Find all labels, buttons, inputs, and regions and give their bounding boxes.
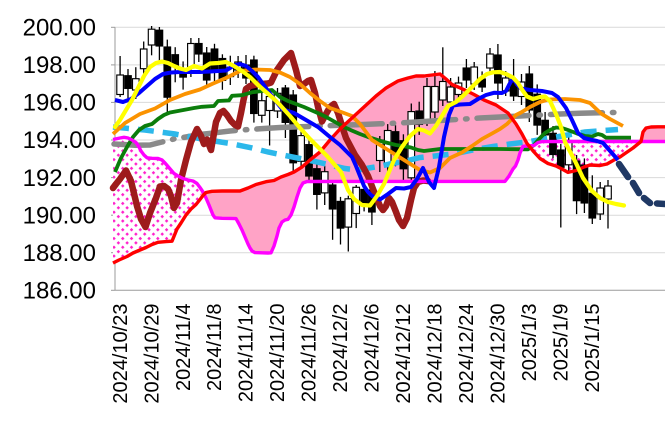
- svg-text:2024/11/4: 2024/11/4: [173, 304, 195, 392]
- svg-text:2024/12/24: 2024/12/24: [456, 304, 478, 404]
- svg-text:186.00: 186.00: [23, 278, 96, 305]
- svg-text:2025/1/9: 2025/1/9: [551, 304, 573, 382]
- svg-text:2024/11/14: 2024/11/14: [236, 304, 258, 403]
- svg-text:194.00: 194.00: [23, 127, 96, 154]
- svg-text:2025/1/3: 2025/1/3: [519, 304, 541, 382]
- svg-text:2025/1/15: 2025/1/15: [582, 304, 604, 393]
- svg-text:196.00: 196.00: [23, 90, 96, 117]
- svg-text:192.00: 192.00: [23, 165, 96, 192]
- svg-text:2024/11/8: 2024/11/8: [204, 304, 226, 392]
- svg-text:200.00: 200.00: [23, 15, 96, 42]
- svg-text:2024/12/30: 2024/12/30: [488, 304, 510, 404]
- svg-text:2024/10/29: 2024/10/29: [141, 304, 163, 404]
- svg-text:188.00: 188.00: [23, 240, 96, 267]
- svg-text:2024/12/18: 2024/12/18: [425, 304, 447, 404]
- svg-text:2024/10/23: 2024/10/23: [110, 304, 132, 404]
- svg-text:2024/12/2: 2024/12/2: [330, 304, 352, 393]
- svg-text:2024/11/26: 2024/11/26: [299, 304, 321, 403]
- svg-text:198.00: 198.00: [23, 52, 96, 79]
- svg-text:2024/11/20: 2024/11/20: [267, 304, 289, 403]
- svg-text:190.00: 190.00: [23, 202, 96, 229]
- svg-text:2024/12/12: 2024/12/12: [393, 304, 415, 404]
- svg-text:2024/12/6: 2024/12/6: [362, 304, 384, 393]
